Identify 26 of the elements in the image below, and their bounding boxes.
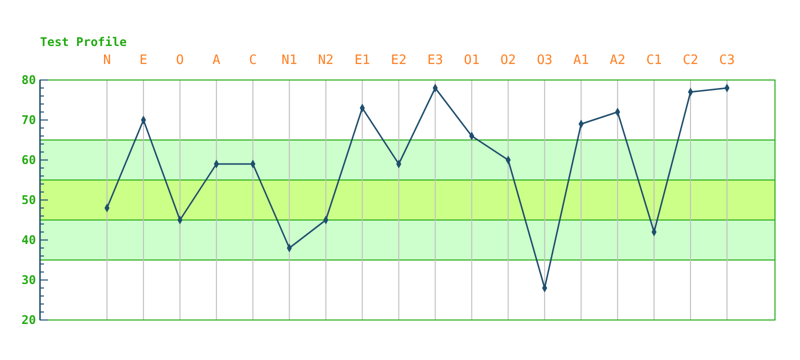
x-tick-label: A	[212, 53, 220, 68]
y-tick-label: 20	[22, 313, 36, 328]
x-tick-label: O	[176, 53, 184, 68]
x-tick-label: N1	[282, 53, 298, 68]
x-tick-label: C1	[646, 53, 662, 68]
x-tick-label: A2	[610, 53, 626, 68]
x-tick-label: O2	[500, 53, 516, 68]
x-tick-label: C2	[682, 53, 698, 68]
y-tick-label: 70	[22, 113, 36, 128]
x-tick-label: C	[248, 53, 257, 68]
y-tick-label: 50	[22, 193, 36, 208]
x-tick-label: O3	[536, 53, 552, 68]
x-tick-label: E1	[354, 53, 370, 68]
y-tick-label: 60	[22, 153, 36, 168]
y-tick-label: 80	[22, 73, 36, 88]
x-tick-label: E3	[427, 53, 444, 68]
x-tick-label: A1	[573, 53, 589, 68]
y-tick-label: 30	[22, 273, 36, 288]
x-tick-label: C3	[719, 53, 735, 68]
x-tick-label: E	[140, 53, 148, 68]
x-tick-label: N	[103, 53, 111, 68]
x-tick-label: O1	[464, 53, 480, 68]
x-tick-label: N2	[318, 53, 334, 68]
x-tick-label: E2	[390, 53, 407, 68]
y-tick-label: 40	[22, 233, 36, 248]
chart-title: Test Profile	[40, 35, 127, 49]
